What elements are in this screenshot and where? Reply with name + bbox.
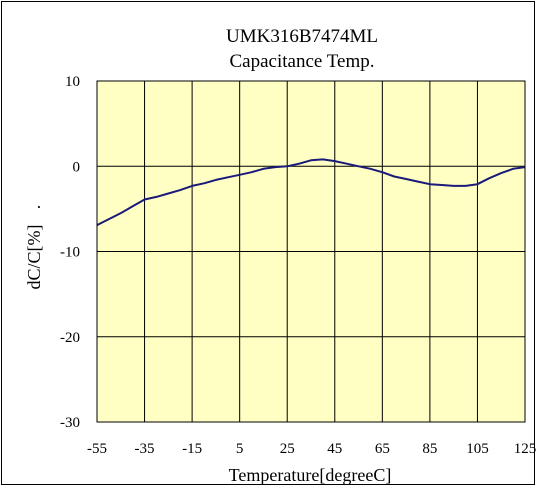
y-tick-label: -30	[60, 415, 80, 431]
x-tick-label: 45	[327, 441, 342, 457]
x-tick-label: 25	[280, 441, 295, 457]
x-tick-label: 65	[375, 441, 390, 457]
series-group	[96, 158, 526, 226]
x-axis-label: Temperature[degreeC]	[229, 465, 392, 485]
x-tick-labels: -55 -35 -15 5 25 45 65 85 105 125	[87, 441, 536, 457]
x-tick-label: -55	[87, 441, 107, 457]
y-axis-label: dC/C[%]	[24, 225, 44, 290]
plot-border	[96, 80, 526, 423]
x-tick-label: 5	[236, 441, 244, 457]
y-tick-label: -10	[60, 245, 80, 261]
y-tick-label: -20	[60, 330, 80, 346]
series-line	[96, 158, 526, 226]
y-tick-label: 10	[65, 74, 80, 90]
y-tick-label: 0	[73, 159, 81, 175]
y-tick-labels: 10 0 -10 -20 -30	[60, 74, 80, 431]
x-tick-label: 105	[466, 441, 489, 457]
x-tick-label: 125	[514, 441, 537, 457]
x-tick-label: -35	[135, 441, 155, 457]
chart-subtitle: Capacitance Temp.	[230, 51, 375, 72]
chart-title: UMK316B7474ML	[226, 26, 378, 47]
x-tick-label: 85	[422, 441, 437, 457]
y-axis-label-mark: .	[24, 205, 44, 210]
x-tick-label: -15	[182, 441, 202, 457]
